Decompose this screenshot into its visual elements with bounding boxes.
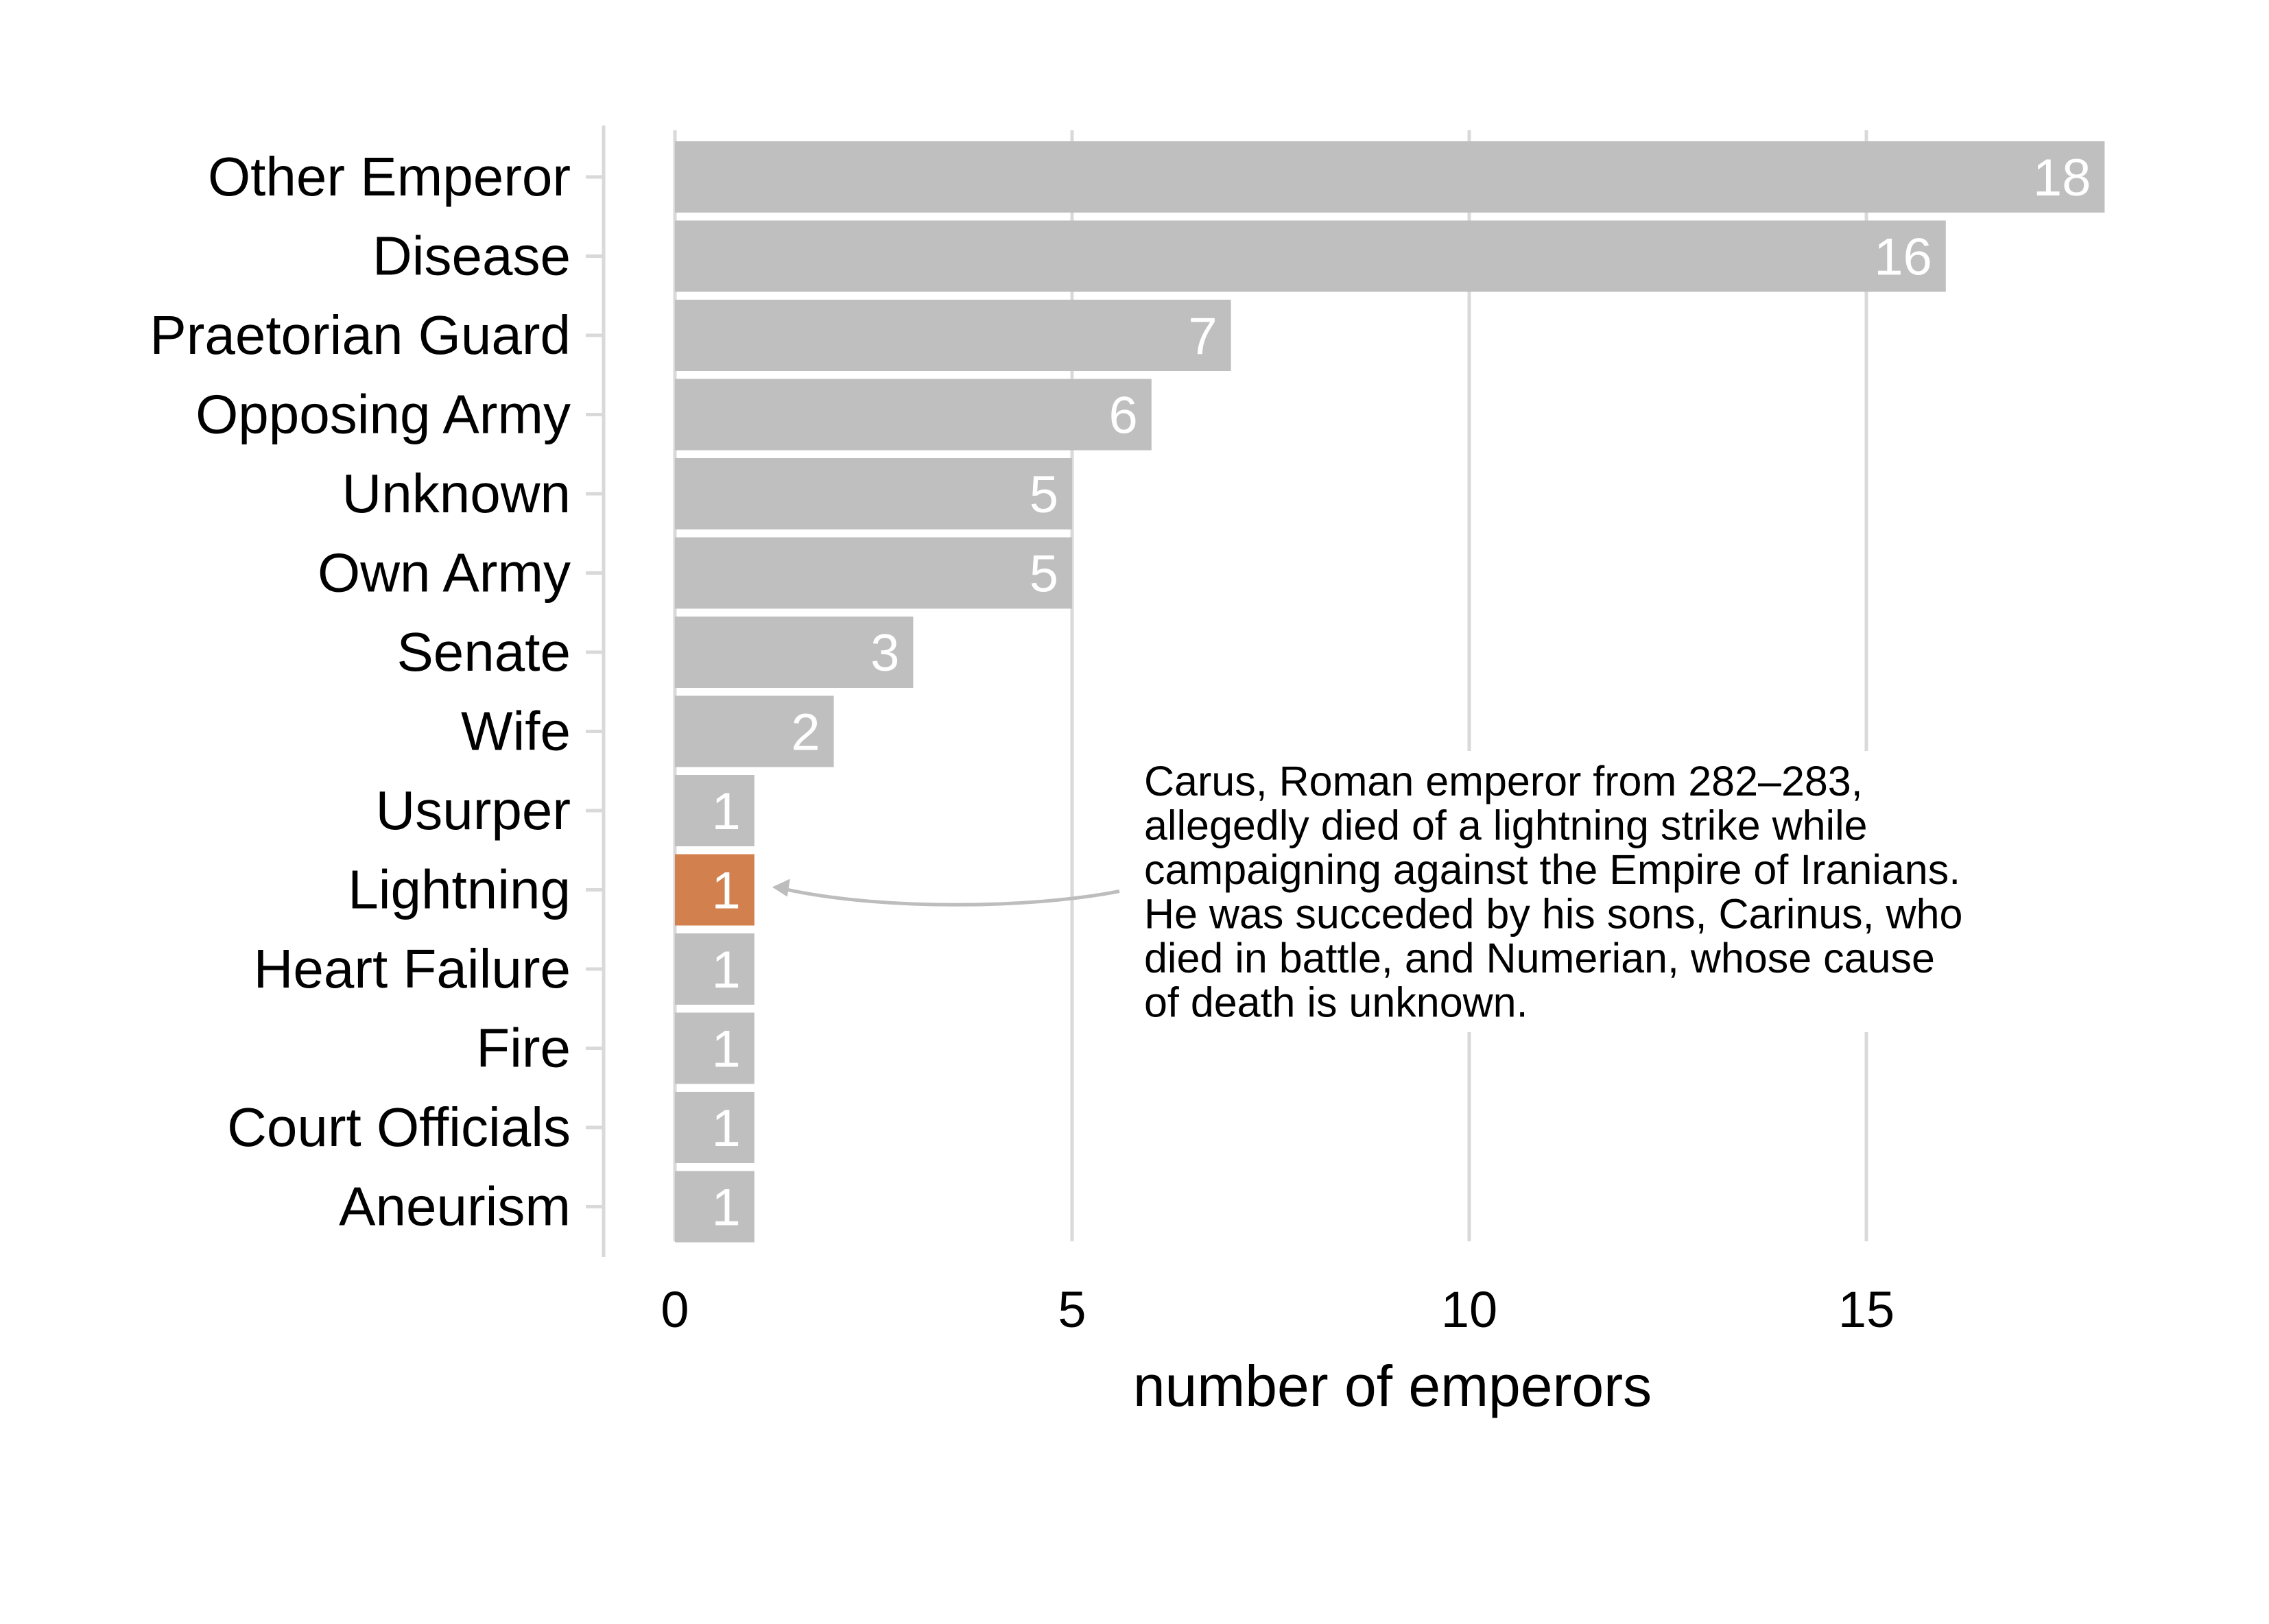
bar [675,617,914,688]
bar-value-label: 1 [712,1099,741,1158]
bar-value-label: 5 [1030,545,1058,604]
category-label: Disease [372,226,571,287]
bar-value-label: 1 [712,1020,741,1079]
category-label: Opposing Army [195,384,571,445]
annotation-arrow [781,887,1120,907]
category-label: Unknown [342,463,571,524]
category-label: Praetorian Guard [150,304,571,366]
bar [675,300,1231,371]
bar-value-label: 1 [712,1179,741,1237]
bar-value-label: 6 [1109,387,1138,445]
annotation-text-line: allegedly died of a lightning strike whi… [1144,802,1868,849]
category-label: Fire [476,1018,571,1079]
category-label: Court Officials [227,1097,571,1158]
bar [675,537,1072,609]
bar-value-label: 1 [712,783,741,841]
category-label: Own Army [318,542,571,604]
bar-value-label: 2 [791,704,820,762]
annotation-text-line: campaigning against the Empire of Irania… [1144,846,1960,893]
bar-value-label: 1 [712,862,741,920]
bar-value-label: 1 [712,941,741,999]
x-tick-label: 5 [1058,1281,1086,1338]
annotation-text-line: of death is unknown. [1144,979,1528,1026]
bar-value-label: 16 [1874,228,1932,287]
category-label: Aneurism [339,1176,571,1237]
bar [675,1012,755,1084]
bar [675,379,1152,451]
bar [675,1092,755,1163]
bar [675,458,1072,529]
x-tick-label: 0 [661,1281,689,1338]
category-label: Wife [461,701,571,762]
annotation: Carus, Roman emperor from 282–283,allege… [772,751,2071,1032]
bar-value-label: 7 [1188,307,1217,366]
bar-value-label: 18 [2033,149,2091,207]
annotation-text-line: died in battle, and Numerian, whose caus… [1144,935,1935,981]
bar [675,775,755,846]
category-label: Heart Failure [254,938,571,999]
annotation-background [1125,751,2071,1032]
bar [675,854,755,926]
bar [675,1171,755,1243]
bar [675,141,2105,213]
bar-value-label: 3 [870,624,899,682]
x-tick-label: 10 [1441,1281,1497,1338]
category-label: Other Emperor [208,146,571,207]
category-label: Usurper [375,780,571,841]
annotation-text-line: He was succeded by his sons, Carinus, wh… [1144,891,1962,938]
bar [675,220,1946,292]
category-label: Lightning [348,859,571,920]
x-tick-label: 15 [1838,1281,1894,1338]
annotation-text-line: Carus, Roman emperor from 282–283, [1144,758,1863,804]
x-axis-title: number of emperors [1133,1354,1652,1418]
bar-value-label: 5 [1030,466,1058,524]
category-label: Senate [396,621,571,682]
bar [675,933,755,1005]
bar [675,695,834,767]
annotation-arrow-head [772,879,790,897]
